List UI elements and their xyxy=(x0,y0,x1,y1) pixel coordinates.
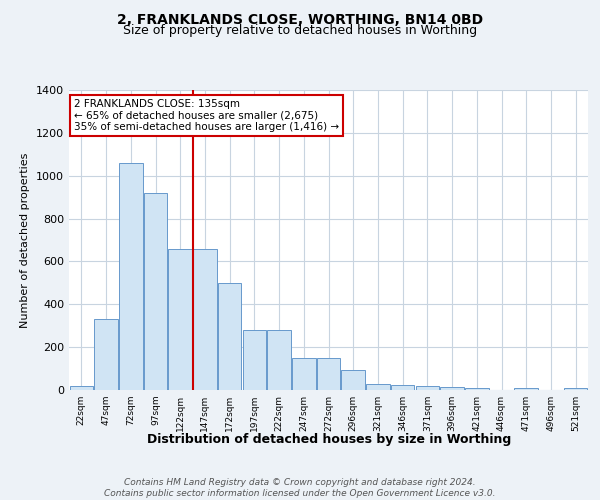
Bar xyxy=(119,163,143,390)
Bar xyxy=(440,387,464,390)
Y-axis label: Number of detached properties: Number of detached properties xyxy=(20,152,31,328)
Bar xyxy=(416,386,439,390)
Bar xyxy=(169,248,192,390)
Bar xyxy=(193,248,217,390)
Text: Size of property relative to detached houses in Worthing: Size of property relative to detached ho… xyxy=(123,24,477,37)
Bar xyxy=(341,370,365,390)
Text: 2 FRANKLANDS CLOSE: 135sqm
← 65% of detached houses are smaller (2,675)
35% of s: 2 FRANKLANDS CLOSE: 135sqm ← 65% of deta… xyxy=(74,99,340,132)
Bar xyxy=(366,384,389,390)
Text: Distribution of detached houses by size in Worthing: Distribution of detached houses by size … xyxy=(146,432,511,446)
Bar xyxy=(144,193,167,390)
Bar xyxy=(70,386,93,390)
Bar xyxy=(242,330,266,390)
Bar xyxy=(94,320,118,390)
Bar xyxy=(292,358,316,390)
Text: Contains HM Land Registry data © Crown copyright and database right 2024.
Contai: Contains HM Land Registry data © Crown c… xyxy=(104,478,496,498)
Bar xyxy=(317,358,340,390)
Text: 2, FRANKLANDS CLOSE, WORTHING, BN14 0BD: 2, FRANKLANDS CLOSE, WORTHING, BN14 0BD xyxy=(117,12,483,26)
Bar xyxy=(514,388,538,390)
Bar xyxy=(218,283,241,390)
Bar xyxy=(391,384,415,390)
Bar xyxy=(564,388,587,390)
Bar xyxy=(268,330,291,390)
Bar xyxy=(465,388,488,390)
